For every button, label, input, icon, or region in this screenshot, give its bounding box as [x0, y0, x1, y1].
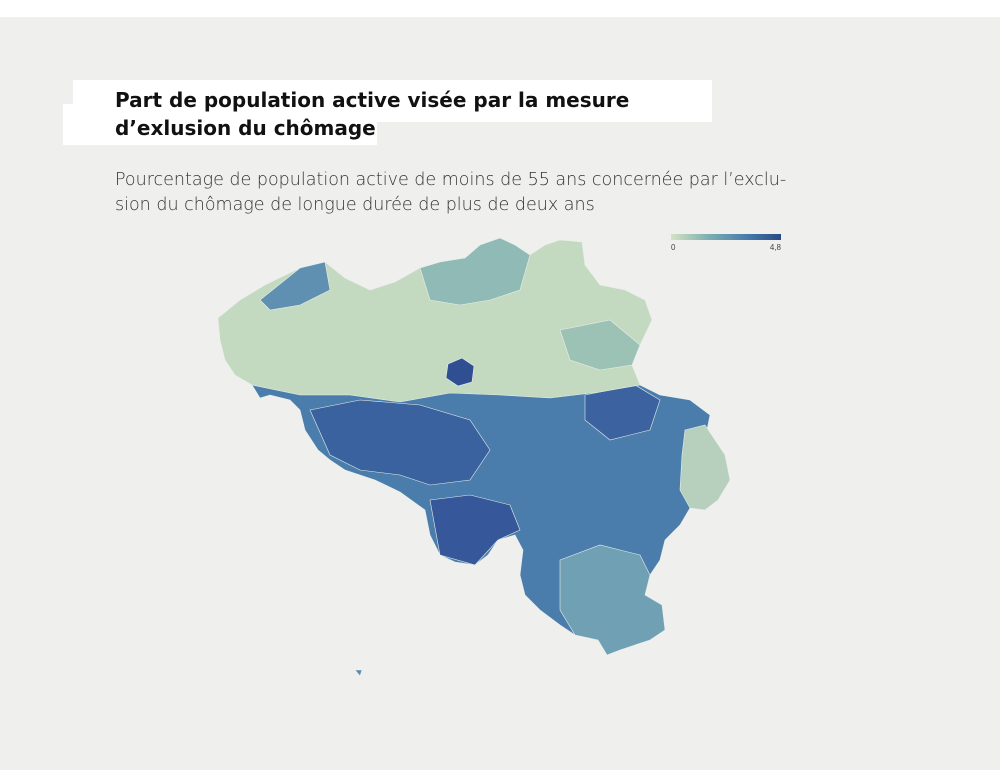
- legend-bar: [671, 234, 781, 240]
- legend-label: 4,8: [770, 243, 782, 252]
- country: [217, 237, 731, 677]
- region-south-east: [559, 544, 666, 656]
- region-dark: [309, 399, 491, 486]
- region-dark: [429, 494, 521, 566]
- region-north: [559, 319, 641, 371]
- brussels: [445, 357, 475, 387]
- region-east: [679, 424, 731, 511]
- region-north: [419, 237, 531, 306]
- title: Part de population active visée par la m…: [115, 88, 629, 112]
- region-north: [259, 261, 331, 311]
- legend: 0 4,8: [671, 234, 782, 252]
- subtitle: Pourcentage de population active de moin…: [115, 170, 786, 190]
- subtitle: sion du chômage de longue durée de plus …: [115, 195, 595, 215]
- enclave: [354, 669, 363, 677]
- legend-label: 0: [671, 243, 676, 252]
- title-box: [63, 104, 377, 145]
- title: d’exlusion du chômage: [115, 116, 376, 140]
